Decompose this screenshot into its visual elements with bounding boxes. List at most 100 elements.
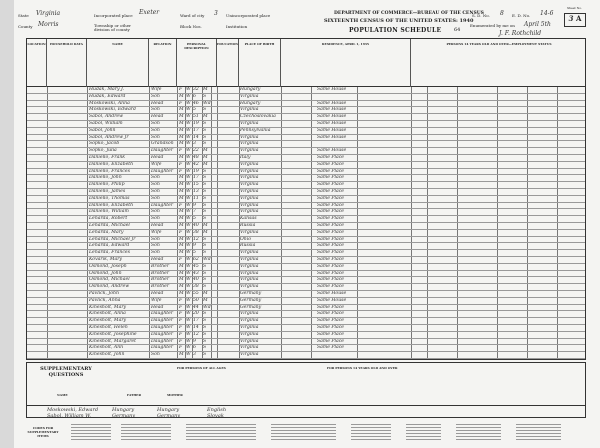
cell-race: W bbox=[186, 284, 191, 290]
enumerated-date: April 5th bbox=[524, 21, 551, 28]
cell-race: W bbox=[186, 168, 191, 174]
cell-rel: Daughter bbox=[151, 168, 174, 174]
table-row: Pavlick, Anna Wife F W 50 M Germany Same House bbox=[27, 298, 585, 305]
cell-race: W bbox=[186, 127, 191, 133]
cell-res: Same House bbox=[317, 121, 347, 126]
table-row: Moskowski, Edward Son M W 5 S Virginia Same Hou… bbox=[27, 107, 585, 115]
cell-sex: M bbox=[179, 127, 184, 133]
cell-sex: M bbox=[179, 223, 184, 228]
cell-name: Osmond, Joseph bbox=[89, 263, 127, 269]
cell-race: W bbox=[186, 243, 191, 249]
cell-birth: Ohio bbox=[240, 236, 251, 242]
cell-ms: S bbox=[203, 107, 207, 113]
cell-age: 38 bbox=[193, 229, 199, 235]
column-headers: LOCATION HOUSEHOLD DATA NAME RELATION PE… bbox=[27, 39, 585, 87]
table-row: Kinesholt, Mary Daughter F W 17 S Virginia Same… bbox=[27, 318, 585, 325]
cell-race: W bbox=[186, 257, 191, 262]
cell-name: Lenarda, Mary bbox=[89, 229, 124, 235]
cell-ms: S bbox=[203, 168, 207, 174]
cell-age: 9 bbox=[193, 243, 196, 249]
cell-sex: M bbox=[179, 134, 184, 140]
cell-sex: M bbox=[179, 243, 184, 249]
cell-res: Same House bbox=[317, 134, 347, 140]
sd-label: S. D. No. bbox=[472, 13, 490, 18]
cell-res: Same House bbox=[317, 148, 347, 154]
cell-name: Osmond, John bbox=[89, 270, 122, 276]
cell-res: Same House bbox=[317, 114, 347, 120]
cell-ms: M bbox=[203, 148, 208, 154]
code-block bbox=[271, 422, 336, 442]
table-row: Daniello, Philip Son M W 15 S Virginia Same Pla… bbox=[27, 182, 585, 189]
cell-res: Same Place bbox=[317, 277, 345, 283]
supp-mother: Germany bbox=[157, 413, 181, 419]
cell-ms: S bbox=[203, 93, 207, 99]
cell-sex: F bbox=[179, 338, 183, 344]
cell-name: Kovarik, Mary bbox=[89, 257, 123, 262]
cell-age: 9 bbox=[193, 202, 196, 208]
ed-label: E. D. No. bbox=[512, 13, 531, 18]
block-label: Block Nos. bbox=[180, 24, 202, 29]
col-name: NAME bbox=[87, 39, 149, 87]
cell-sex: M bbox=[179, 141, 184, 147]
cell-name: Daniello, Elizabeth bbox=[89, 202, 134, 208]
state-value: Virginia bbox=[36, 10, 61, 17]
table-row: Kinesholt, Anna Daughter F W 20 S Virginia Same… bbox=[27, 311, 585, 319]
cell-rel: Head bbox=[151, 304, 164, 310]
county-label: County bbox=[18, 24, 33, 29]
cell-birth: Virginia bbox=[240, 175, 259, 181]
table-row: Lenarda, Michael Jr Son M W 12 S Ohio Same Plac… bbox=[27, 237, 585, 244]
table-row: Sopko, Jacob Grandson M W 3 S Virginia bbox=[27, 141, 585, 149]
cell-age: 43 bbox=[193, 270, 199, 276]
cell-rel: Son bbox=[151, 243, 160, 249]
cell-name: Hudak, Mary J. bbox=[89, 87, 124, 92]
column-rule bbox=[311, 87, 312, 359]
cell-res: Same Place bbox=[317, 202, 345, 208]
cell-birth: Hungary bbox=[240, 87, 261, 92]
cell-sex: F bbox=[179, 325, 183, 330]
cell-res: Same Place bbox=[317, 168, 345, 174]
cell-sex: M bbox=[179, 175, 184, 181]
cell-age: 46 bbox=[193, 100, 199, 106]
table-row: Pavlick, John Head M W 55 M Germany Same House bbox=[27, 291, 585, 298]
cell-res: Same Place bbox=[317, 161, 345, 167]
cell-race: W bbox=[186, 236, 191, 242]
cell-rel: Son bbox=[151, 93, 160, 99]
cell-sex: F bbox=[179, 161, 183, 167]
cell-age: 38 bbox=[193, 284, 199, 290]
cell-rel: Grandson bbox=[151, 141, 174, 147]
enumerator-name: J. F. Rothchild bbox=[499, 30, 542, 37]
cell-ms: M bbox=[203, 155, 208, 160]
table-row: Daniello, Thomas Son M W 11 S Virginia Same Pla… bbox=[27, 196, 585, 203]
cell-age: 3 bbox=[193, 141, 196, 147]
cell-ms: S bbox=[203, 284, 207, 290]
sheet-letter: A bbox=[575, 14, 582, 23]
column-rule bbox=[47, 87, 48, 359]
cell-age: 55 bbox=[193, 291, 199, 296]
cell-name: Kinesholt, Mary bbox=[89, 318, 127, 324]
cell-race: W bbox=[186, 229, 191, 235]
cell-age: 12 bbox=[193, 236, 199, 242]
table-row: Kinesholt, Margaret Daughter F W 9 S Virginia S… bbox=[27, 339, 585, 346]
table-row: Sabol, John Son M W 17 S Pennsylvania Same Hous… bbox=[27, 128, 585, 135]
cell-ms: S bbox=[203, 263, 207, 269]
cell-name: Lenarda, Michael Jr bbox=[89, 236, 136, 242]
cell-res: Same Place bbox=[317, 175, 345, 181]
cell-res: Same Place bbox=[317, 229, 345, 235]
cell-ms: S bbox=[203, 352, 207, 358]
cell-age: 20 bbox=[193, 311, 199, 317]
cell-ms: M bbox=[203, 297, 208, 303]
department: DEPARTMENT OF COMMERCE—BUREAU OF THE CEN… bbox=[334, 11, 484, 16]
cell-sex: M bbox=[179, 263, 184, 269]
census-title: SIXTEENTH CENSUS OF THE UNITED STATES: 1… bbox=[324, 18, 474, 24]
cell-rel: Daughter bbox=[151, 325, 174, 330]
supp-name-col: NAME bbox=[57, 393, 68, 397]
cell-name: Daniello, Frank bbox=[89, 155, 126, 160]
cell-res: Same House bbox=[317, 87, 347, 92]
cell-sex: F bbox=[179, 345, 183, 351]
supp-section-14: FOR PERSONS 14 YEARS OLD AND OVER bbox=[327, 366, 398, 370]
cell-rel: Son bbox=[151, 216, 160, 222]
column-rule bbox=[177, 87, 178, 359]
cell-race: W bbox=[186, 263, 191, 269]
cell-res: Same House bbox=[317, 297, 347, 303]
cell-name: Kinesholt, Ann bbox=[89, 345, 124, 351]
